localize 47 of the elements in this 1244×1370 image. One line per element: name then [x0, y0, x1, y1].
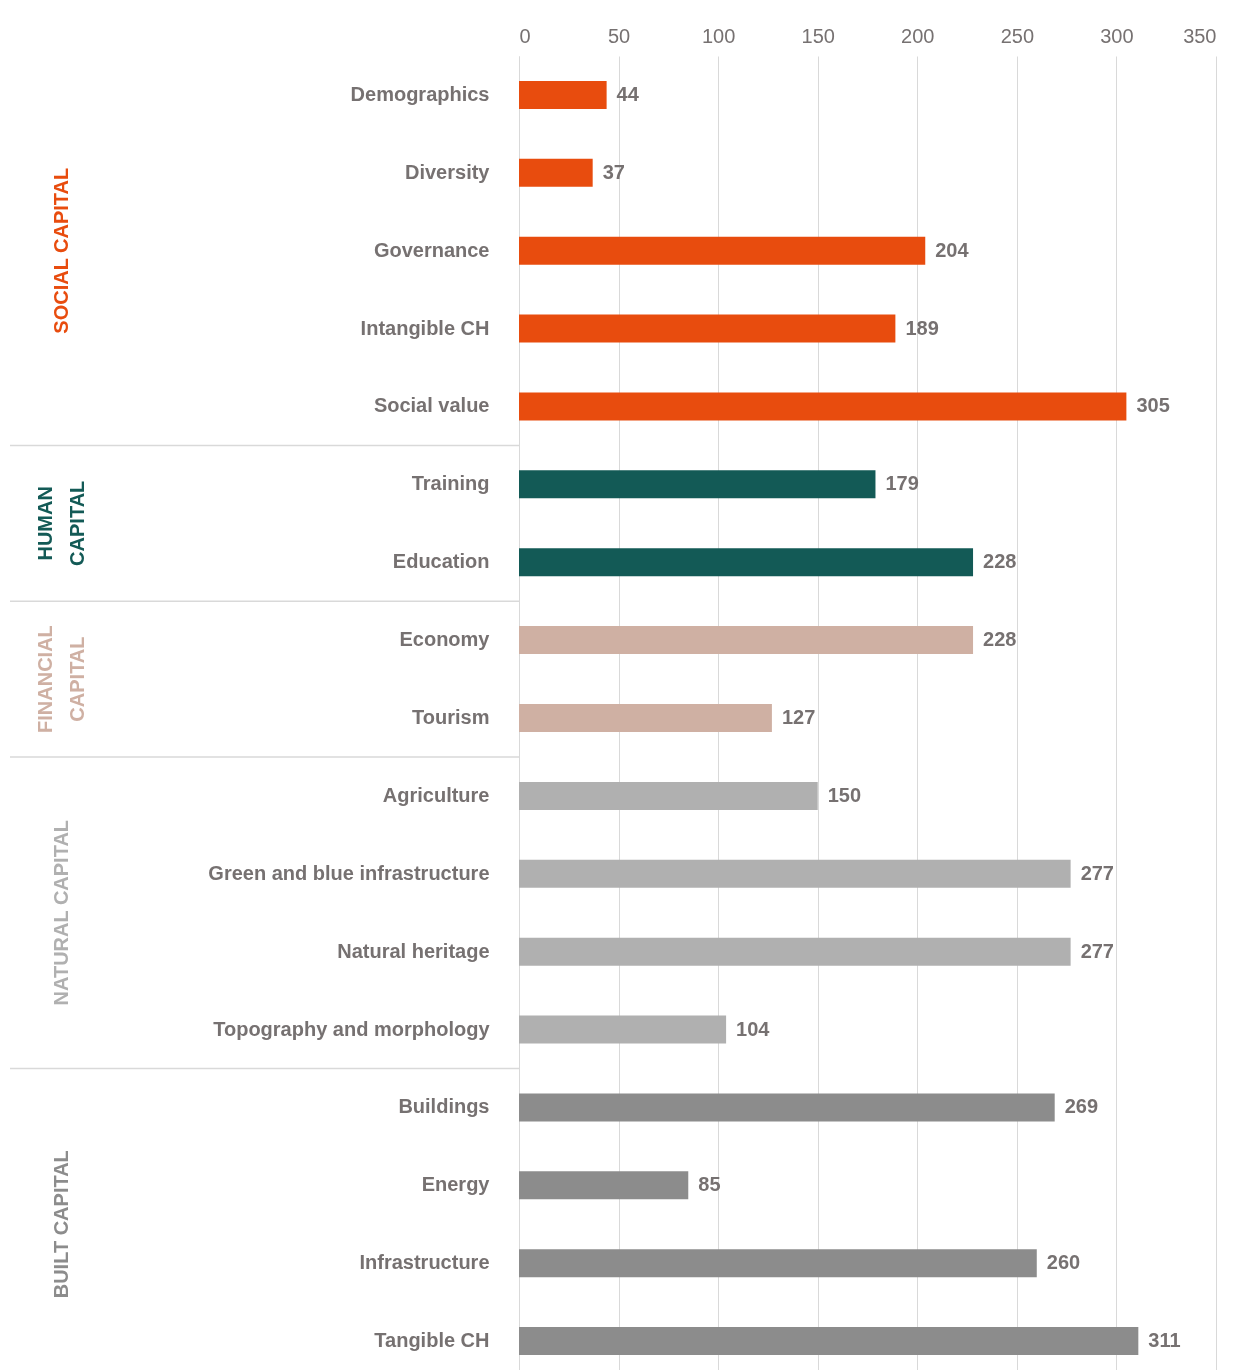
x-tick-label: 350: [1183, 24, 1217, 47]
data-label: 150: [827, 783, 862, 806]
data-label: 37: [602, 160, 625, 183]
data-label: 179: [885, 472, 919, 495]
x-tick-label: 250: [1000, 24, 1035, 47]
y-tick-label: Agriculture: [382, 783, 490, 806]
data-label: 269: [1064, 1095, 1099, 1118]
data-label: 127: [781, 706, 816, 728]
data-label: 311: [1148, 1329, 1181, 1352]
y-tick-label: Tangible CH: [374, 1329, 490, 1352]
data-label: 204: [935, 238, 970, 261]
y-tick-label: Demographics: [350, 82, 490, 105]
text: HUMAN CAPITAL: [34, 480, 88, 566]
data-label: 189: [905, 316, 939, 339]
y-tick-label: Natural heritage: [337, 939, 490, 962]
data-label: 85: [698, 1173, 721, 1196]
data-label: 305: [1136, 394, 1170, 417]
x-tick-label: 100: [701, 24, 736, 47]
y-tick-label: Economy: [399, 628, 491, 651]
data-label: 277: [1080, 861, 1114, 884]
y-tick-label: Intangible CH: [360, 316, 490, 339]
y-tick-label: Governance: [373, 238, 490, 261]
text: FINANCIAL CAPITAL: [34, 625, 88, 733]
data-label: 277: [1080, 939, 1114, 962]
y-tick-label: Buildings: [398, 1095, 490, 1118]
x-tick-label: 200: [901, 24, 935, 47]
x-tick-label: 50: [607, 24, 631, 47]
y-tick-label: Topography and morphology: [213, 1017, 491, 1040]
x-tick-label: 0: [519, 24, 531, 47]
text: SOCIAL CAPITAL: [50, 167, 72, 334]
text: NATURAL CAPITAL: [50, 819, 72, 1006]
data-label: 104: [736, 1017, 771, 1040]
y-tick-label: Social value: [373, 394, 490, 417]
data-label: 228: [983, 628, 1017, 651]
x-tick-label: 150: [801, 24, 835, 47]
y-tick-label: Tourism: [412, 706, 490, 728]
y-tick-label: Energy: [421, 1173, 491, 1196]
text: BUILT CAPITAL: [50, 1150, 72, 1299]
y-tick-label: Diversity: [405, 160, 491, 183]
y-tick-label: Infrastructure: [359, 1251, 490, 1274]
x-tick-label: 300: [1100, 24, 1134, 47]
y-tick-label: Green and blue infrastructure: [208, 861, 490, 884]
y-tick-label: Training: [411, 472, 490, 495]
data-label: 260: [1046, 1251, 1081, 1274]
y-tick-label: Education: [392, 550, 490, 573]
data-label: 44: [616, 82, 640, 105]
data-label: 228: [983, 550, 1017, 573]
